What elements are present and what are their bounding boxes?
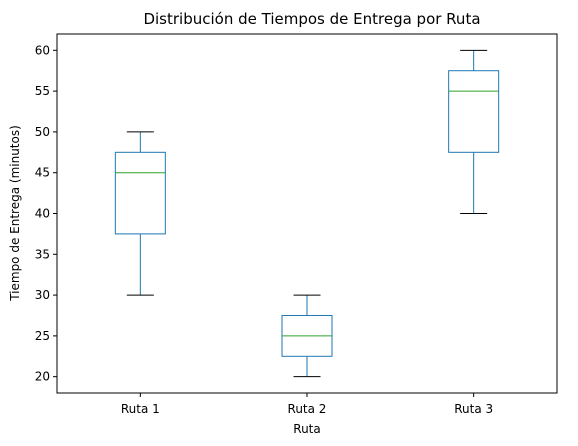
y-tick-label: 40	[35, 207, 50, 221]
x-axis-label: Ruta	[293, 422, 320, 436]
y-tick-label: 50	[35, 125, 50, 139]
y-tick-label: 25	[35, 329, 50, 343]
x-tick-label: Ruta 3	[454, 402, 493, 416]
y-tick-label: 30	[35, 288, 50, 302]
y-tick-label: 20	[35, 370, 50, 384]
y-tick-label: 45	[35, 166, 50, 180]
y-tick-label: 60	[35, 43, 50, 57]
box-iqr	[114, 151, 166, 235]
y-tick-label: 55	[35, 84, 50, 98]
y-tick-label: 35	[35, 247, 50, 261]
chart-title: Distribución de Tiempos de Entrega por R…	[143, 10, 480, 28]
x-tick-label: Ruta 1	[121, 402, 160, 416]
axes-frame	[56, 33, 558, 394]
y-axis-label: Tiempo de Entrega (minutos)	[8, 125, 22, 302]
x-tick-label: Ruta 2	[288, 402, 327, 416]
box-iqr	[448, 70, 500, 153]
plot-area: 20 25 30 35 40 45 50 55 60 Ruta 1 Ruta 2 Ruta 3	[35, 43, 500, 416]
